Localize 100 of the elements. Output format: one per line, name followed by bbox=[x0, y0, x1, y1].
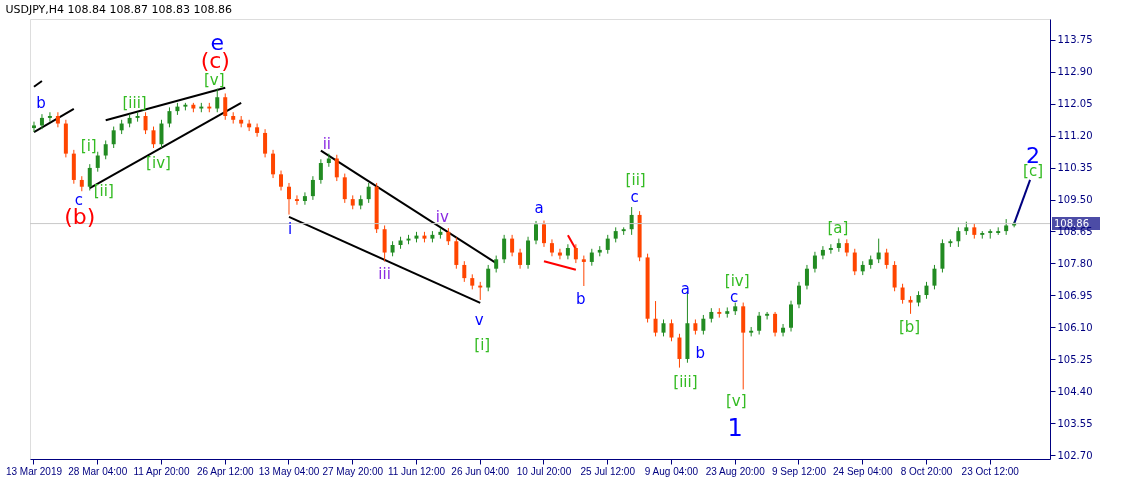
candlestick bbox=[87, 163, 92, 191]
annotation: ii bbox=[322, 134, 332, 153]
x-tick-label: 23 Aug 20:00 bbox=[705, 465, 766, 477]
candlestick bbox=[302, 191, 307, 206]
candlestick bbox=[294, 194, 299, 206]
candlestick bbox=[55, 111, 60, 128]
candlestick bbox=[502, 234, 507, 264]
candlestick bbox=[462, 260, 467, 283]
annotation: [iii] bbox=[673, 372, 698, 391]
x-tick-label: 26 Jun 04:00 bbox=[451, 465, 510, 477]
annotation: [iii] bbox=[122, 94, 147, 113]
candlestick bbox=[573, 243, 578, 264]
y-tick-label: 112.05 bbox=[1057, 98, 1093, 110]
candlestick bbox=[366, 182, 371, 204]
y-tick-label: 103.55 bbox=[1057, 417, 1093, 429]
candlestick bbox=[510, 234, 515, 257]
x-tick-label: 13 May 04:00 bbox=[258, 465, 320, 477]
x-tick-label: 26 Apr 12:00 bbox=[196, 465, 255, 477]
candlestick bbox=[271, 149, 276, 179]
annotation: [iv] bbox=[724, 271, 750, 290]
annotation: [ii] bbox=[93, 181, 114, 200]
annotation: 1 bbox=[727, 413, 743, 442]
candlestick bbox=[286, 182, 291, 216]
candlestick bbox=[804, 264, 809, 290]
candlestick bbox=[565, 243, 570, 260]
candlestick bbox=[534, 220, 539, 245]
y-tick-label: 105.25 bbox=[1057, 353, 1093, 365]
candlestick bbox=[382, 224, 387, 263]
candlestick bbox=[677, 333, 682, 369]
candlestick bbox=[629, 206, 634, 236]
candlestick bbox=[310, 175, 315, 201]
candlestick bbox=[215, 88, 220, 113]
candlestick bbox=[701, 314, 706, 336]
x-tick-label: 27 May 20:00 bbox=[322, 465, 384, 477]
x-tick-label: 23 Oct 12:00 bbox=[961, 465, 1020, 477]
candlestick bbox=[812, 251, 817, 273]
annotation: a bbox=[680, 280, 691, 299]
candlestick bbox=[263, 128, 268, 158]
annotation: c bbox=[630, 187, 639, 206]
annotation: [v] bbox=[203, 71, 225, 90]
x-tick-label: 10 Jul 20:00 bbox=[516, 465, 572, 477]
candlestick bbox=[167, 106, 172, 128]
annotation: [b] bbox=[898, 317, 921, 336]
annotation: [v] bbox=[725, 392, 747, 411]
x-tick-label: 8 Oct 20:00 bbox=[900, 465, 953, 477]
y-tick-label: 106.95 bbox=[1057, 289, 1093, 301]
candlestick bbox=[454, 237, 459, 270]
candlestick bbox=[828, 243, 833, 255]
candlestick bbox=[318, 158, 323, 185]
annotation: iii bbox=[378, 264, 391, 283]
annotation: b bbox=[695, 344, 706, 363]
x-tick-label: 11 Apr 20:00 bbox=[133, 465, 190, 477]
candlestick bbox=[95, 151, 100, 173]
candlestick bbox=[557, 248, 562, 260]
candlestick bbox=[279, 170, 284, 191]
candlestick bbox=[47, 111, 52, 123]
candlestick bbox=[605, 234, 610, 255]
candlestick bbox=[518, 248, 523, 270]
x-tick-label: 13 Mar 2019 bbox=[5, 465, 63, 477]
annotation: [a] bbox=[827, 218, 849, 237]
candlestick bbox=[581, 255, 586, 287]
candlestick bbox=[159, 119, 164, 149]
candlestick bbox=[143, 111, 148, 135]
candlestick bbox=[39, 113, 44, 130]
candlestick bbox=[900, 283, 905, 305]
candlestick bbox=[541, 220, 546, 248]
chart-title: USDJPY,H4 108.84 108.87 108.83 108.86 bbox=[5, 3, 232, 16]
candlestick bbox=[932, 264, 937, 290]
annotation: a bbox=[534, 198, 544, 217]
y-tick-label: 106.10 bbox=[1057, 321, 1093, 333]
annotation: b bbox=[36, 94, 46, 113]
candlestick bbox=[781, 323, 786, 337]
annotation: c bbox=[730, 287, 739, 306]
annotation: b bbox=[576, 290, 586, 309]
candlestick bbox=[669, 318, 674, 342]
candlestick bbox=[820, 245, 825, 260]
candlestick bbox=[852, 248, 857, 276]
candlestick bbox=[223, 92, 228, 121]
annotation: [i] bbox=[80, 136, 97, 155]
candlestick bbox=[884, 248, 889, 270]
candlestick bbox=[956, 226, 961, 248]
candlestick bbox=[255, 123, 260, 138]
x-tick-label: 28 Mar 04:00 bbox=[68, 465, 128, 477]
candlestick bbox=[103, 139, 108, 160]
y-tick-label: 102.70 bbox=[1057, 449, 1093, 461]
x-tick-label: 24 Sep 04:00 bbox=[832, 465, 893, 477]
annotation: [i] bbox=[474, 335, 491, 354]
candlestick bbox=[151, 126, 156, 149]
candlestick bbox=[653, 300, 658, 337]
annotation: iv bbox=[435, 208, 450, 227]
y-tick-label: 112.90 bbox=[1057, 66, 1093, 78]
x-tick-label: 9 Aug 04:00 bbox=[644, 465, 699, 477]
annotation: (b) bbox=[64, 204, 96, 230]
x-tick-label: 11 Jun 12:00 bbox=[387, 465, 446, 477]
candlestick bbox=[773, 311, 778, 337]
candlestick bbox=[757, 311, 762, 336]
x-tick-label: 25 Jul 12:00 bbox=[580, 465, 636, 477]
ref-line-label: 108.86 bbox=[1054, 217, 1089, 229]
annotation: [ii] bbox=[625, 170, 646, 189]
annotation: v bbox=[474, 311, 484, 330]
